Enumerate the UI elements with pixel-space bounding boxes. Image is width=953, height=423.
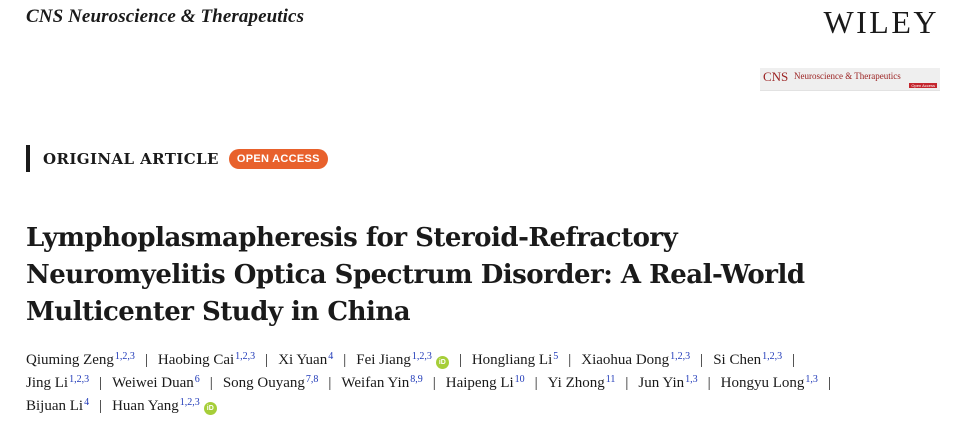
author[interactable]: Qiuming Zeng1,2,3 [26, 351, 135, 368]
author-name[interactable]: Jun Yin [638, 375, 685, 391]
affiliation-marker[interactable]: 1,3 [805, 374, 818, 385]
author[interactable]: Huan Yang1,2,3iD [112, 397, 217, 415]
author-separator: | [792, 352, 796, 368]
author-name[interactable]: Jing Li [26, 375, 69, 391]
author[interactable]: Song Ouyang7,8 [222, 374, 319, 391]
author-name[interactable]: Qiuming Zeng [26, 352, 114, 368]
journal-cover-thumbnail[interactable]: CNS Neuroscience & Therapeutics Open Acc… [760, 68, 940, 91]
affiliation-marker[interactable]: 1,3 [685, 374, 698, 385]
title-line: Lymphoplasmapheresis for Steroid-Refract… [26, 223, 678, 253]
affiliation-marker[interactable]: 7,8 [305, 374, 319, 385]
author-name[interactable]: Weifan Yin [341, 375, 410, 391]
author-separator: | [265, 352, 269, 368]
author[interactable]: Xi Yuan4 [278, 351, 334, 368]
author-list: Qiuming Zeng1,2,3 | Haobing Cai1,2,3 | Xi Yu… [26, 347, 936, 416]
author-name[interactable]: Hongliang Li [471, 352, 553, 368]
affiliation-marker[interactable]: 1,2,3 [235, 351, 256, 362]
author[interactable]: Hongliang Li5 [471, 351, 559, 368]
article-type-label: ORIGINAL ARTICLE [43, 149, 219, 168]
author-name[interactable]: Haipeng Li [445, 375, 514, 391]
author-separator: | [99, 398, 103, 414]
author-separator: | [144, 352, 148, 368]
affiliation-marker[interactable]: 6 [194, 374, 200, 385]
publisher-logo[interactable]: WILEY [823, 4, 939, 40]
affiliation-marker[interactable]: 1,2,3 [670, 351, 691, 362]
author[interactable]: Xiaohua Dong1,2,3 [581, 351, 691, 368]
author-separator: | [707, 375, 711, 391]
affiliation-marker[interactable]: 1,2,3 [69, 374, 90, 385]
affiliation-marker[interactable]: 8,9 [410, 374, 423, 385]
author[interactable]: Yi Zhong11 [547, 374, 616, 391]
author-name[interactable]: Huan Yang [112, 398, 179, 414]
author-name[interactable]: Weiwei Duan [112, 375, 194, 391]
author[interactable]: Weiwei Duan6 [112, 374, 200, 391]
thumbnail-abbr: CNS [763, 69, 789, 84]
affiliation-marker[interactable]: 1,2,3 [762, 351, 783, 362]
author-separator: | [458, 352, 462, 368]
author-name[interactable]: Si Chen [713, 352, 762, 368]
author[interactable]: Jing Li1,2,3 [26, 374, 90, 391]
author-separator: | [568, 352, 572, 368]
author[interactable]: Si Chen1,2,3 [713, 351, 783, 368]
author-separator: | [328, 375, 332, 391]
article-title: Lymphoplasmapheresis for Steroid-Refract… [26, 220, 926, 331]
author-separator: | [99, 375, 103, 391]
author-separator: | [343, 352, 347, 368]
author[interactable]: Fei Jiang1,2,3iD [356, 351, 449, 369]
author-name[interactable]: Yi Zhong [547, 375, 605, 391]
author-name[interactable]: Hongyu Long [720, 375, 805, 391]
orcid-icon[interactable]: iD [203, 402, 217, 415]
author-name[interactable]: Xi Yuan [278, 352, 328, 368]
affiliation-marker[interactable]: 1,2,3 [411, 351, 432, 362]
author-separator: | [432, 375, 436, 391]
affiliation-marker[interactable]: 1,2,3 [179, 397, 200, 408]
affiliation-marker[interactable]: 10 [514, 374, 525, 385]
author-name[interactable]: Xiaohua Dong [581, 352, 670, 368]
author[interactable]: Weifan Yin8,9 [341, 374, 423, 391]
author-name[interactable]: Fei Jiang [356, 352, 411, 368]
affiliation-marker[interactable]: 5 [553, 351, 559, 362]
author-separator: | [700, 352, 704, 368]
title-line: Neuromyelitis Optica Spectrum Disorder: … [26, 260, 805, 290]
thumbnail-open-access-badge: Open Access [909, 83, 937, 88]
author-separator: | [534, 375, 538, 391]
author[interactable]: Hongyu Long1,3 [720, 374, 818, 391]
author-separator: | [209, 375, 213, 391]
author-name[interactable]: Bijuan Li [26, 398, 84, 414]
orcid-icon[interactable]: iD [435, 356, 449, 369]
affiliation-marker[interactable]: 1,2,3 [114, 351, 135, 362]
open-access-badge: OPEN ACCESS [228, 148, 328, 169]
author[interactable]: Jun Yin1,3 [638, 374, 698, 391]
journal-name[interactable]: CNS Neuroscience & Therapeutics [26, 6, 305, 27]
affiliation-marker[interactable]: 4 [84, 397, 90, 408]
article-type-row: ORIGINAL ARTICLE OPEN ACCESS [26, 145, 328, 172]
affiliation-marker[interactable]: 11 [605, 374, 616, 385]
author[interactable]: Bijuan Li4 [26, 397, 90, 414]
title-line: Multicenter Study in China [26, 297, 411, 327]
thumbnail-title: Neuroscience & Therapeutics [794, 71, 901, 81]
author[interactable]: Haipeng Li10 [445, 374, 525, 391]
author-name[interactable]: Song Ouyang [222, 375, 305, 391]
author[interactable]: Haobing Cai1,2,3 [157, 351, 256, 368]
author-separator: | [827, 375, 831, 391]
author-separator: | [625, 375, 629, 391]
author-name[interactable]: Haobing Cai [157, 352, 235, 368]
affiliation-marker[interactable]: 4 [328, 351, 334, 362]
